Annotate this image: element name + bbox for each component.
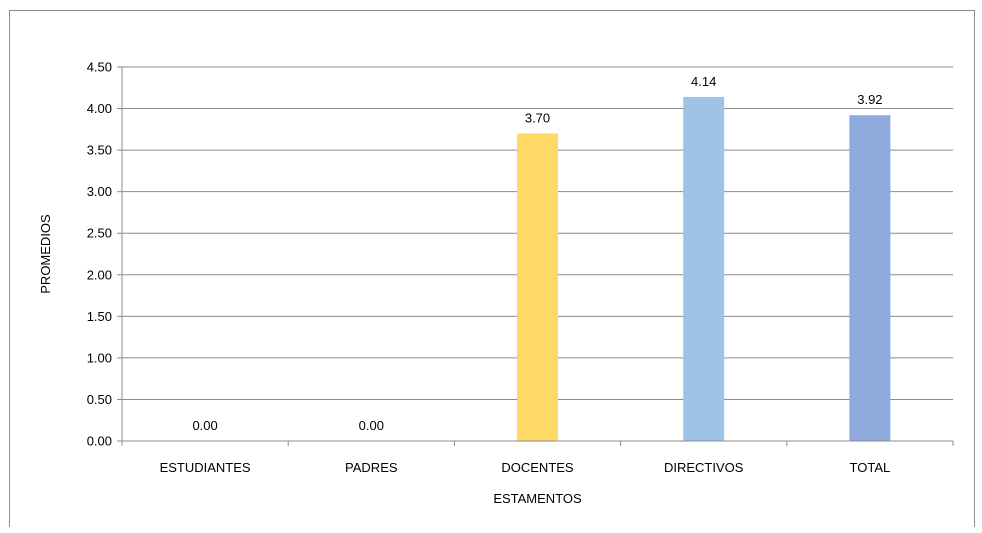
data-label-estudiantes: 0.00 — [192, 418, 217, 433]
bar-total — [849, 115, 891, 442]
y-tick-label: 1.50 — [87, 309, 112, 324]
y-tick-label: 4.00 — [87, 101, 112, 116]
y-tick-label: 0.00 — [87, 434, 112, 449]
x-axis-title: ESTAMENTOS — [493, 491, 582, 506]
x-tick-label-docentes: DOCENTES — [501, 460, 574, 475]
x-tick-labels: ESTUDIANTES PADRES DOCENTES DIRECTIVOS TOTAL — [160, 460, 891, 475]
bars — [517, 96, 891, 442]
y-tick-label: 1.00 — [87, 350, 112, 365]
bar-directivos — [683, 96, 725, 442]
y-tick-label: 3.00 — [87, 184, 112, 199]
x-tick-label-total: TOTAL — [850, 460, 891, 475]
y-tick-label: 2.00 — [87, 267, 112, 282]
x-tick-label-padres: PADRES — [345, 460, 398, 475]
y-axis-title: PROMEDIOS — [38, 214, 53, 294]
data-label-directivos: 4.14 — [691, 74, 716, 89]
y-tick-label: 3.50 — [87, 143, 112, 158]
x-tick-label-directivos: DIRECTIVOS — [664, 460, 744, 475]
axes — [121, 67, 953, 442]
data-label-docentes: 3.70 — [525, 110, 550, 125]
y-tick-label: 0.50 — [87, 392, 112, 407]
data-label-padres: 0.00 — [359, 418, 384, 433]
y-tick-labels: 0.00 0.50 1.00 1.50 2.00 2.50 3.00 3.50 4.00 4.50 — [87, 60, 112, 449]
data-label-total: 3.92 — [857, 92, 882, 107]
y-tick-label: 4.50 — [87, 60, 112, 75]
bar-docentes — [517, 133, 558, 441]
y-tick-label: 2.50 — [87, 226, 112, 241]
data-labels: 0.00 0.00 3.70 4.14 3.92 — [192, 74, 882, 433]
x-tick-label-estudiantes: ESTUDIANTES — [160, 460, 251, 475]
